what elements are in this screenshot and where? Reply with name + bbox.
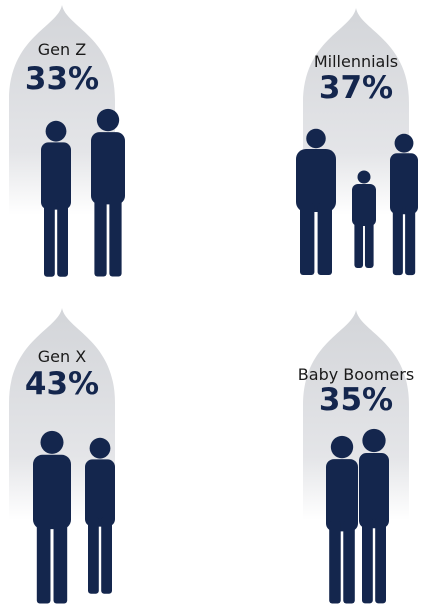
silhouette-leg bbox=[88, 517, 99, 594]
silhouette-head bbox=[362, 429, 385, 452]
silhouette-leg bbox=[94, 194, 106, 277]
silhouette-leg bbox=[318, 203, 332, 275]
silhouette-leg bbox=[329, 521, 341, 604]
silhouette-leg bbox=[393, 206, 403, 276]
infographic: Gen Z 33% Millennials37% Gen X43% Baby Boome… bbox=[0, 0, 433, 607]
silhouette-head bbox=[395, 134, 414, 153]
value-label: 33% bbox=[25, 61, 99, 97]
silhouette-torso bbox=[85, 459, 115, 526]
silhouette-leg bbox=[37, 519, 51, 604]
silhouette-torso bbox=[33, 455, 71, 529]
value-label: 37% bbox=[319, 70, 393, 106]
silhouette-torso bbox=[41, 142, 71, 209]
silhouette-leg bbox=[44, 200, 55, 277]
value-label: 43% bbox=[25, 366, 99, 402]
silhouette-torso bbox=[390, 153, 418, 214]
silhouette-head bbox=[46, 121, 67, 142]
value-label: 35% bbox=[319, 382, 393, 418]
silhouette-torso bbox=[352, 184, 376, 226]
silhouette-head bbox=[358, 171, 371, 184]
silhouette-torso bbox=[326, 459, 358, 531]
silhouette-leg bbox=[375, 518, 386, 604]
panel: Gen X43% bbox=[9, 308, 115, 603]
category-label: Gen X bbox=[38, 347, 86, 366]
silhouette-torso bbox=[359, 453, 389, 528]
silhouette-torso bbox=[296, 149, 336, 212]
silhouette-leg bbox=[57, 200, 68, 277]
panel: Gen Z 33% bbox=[9, 5, 125, 277]
silhouette-head bbox=[90, 438, 111, 459]
silhouette-leg bbox=[54, 519, 68, 604]
silhouette-head bbox=[331, 436, 353, 458]
silhouette-leg bbox=[300, 203, 314, 275]
silhouette-torso bbox=[91, 132, 125, 204]
page: Gen Z 33% Millennials37% Gen X43% Baby Boome… bbox=[0, 0, 433, 607]
silhouette-head bbox=[306, 129, 326, 149]
silhouette-head bbox=[40, 431, 63, 454]
silhouette-leg bbox=[365, 220, 374, 268]
category-label: Gen Z bbox=[38, 40, 86, 59]
silhouette-leg bbox=[362, 518, 373, 604]
silhouette-leg bbox=[343, 521, 355, 604]
silhouette-leg bbox=[101, 517, 112, 594]
category-label: Millennials bbox=[314, 52, 398, 71]
silhouette-leg bbox=[354, 220, 363, 268]
silhouette-leg bbox=[109, 194, 121, 277]
silhouette-leg bbox=[405, 206, 415, 276]
silhouette-head bbox=[97, 109, 119, 131]
